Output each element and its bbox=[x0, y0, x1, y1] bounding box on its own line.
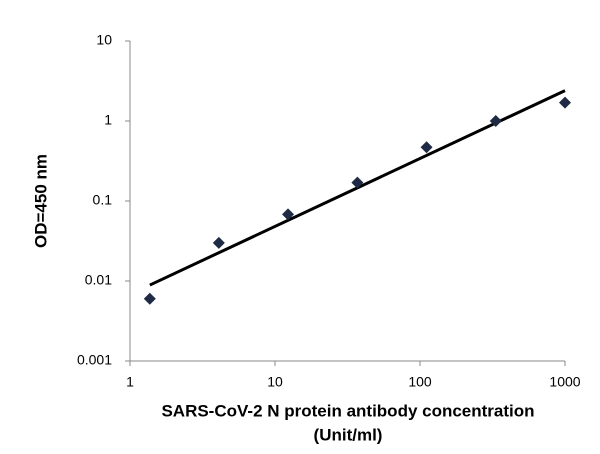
x-axis-label: SARS-CoV-2 N protein antibody concentrat… bbox=[161, 401, 534, 420]
y-tick-label: 0.1 bbox=[93, 192, 113, 208]
y-axis-label: OD=450 nm bbox=[31, 154, 50, 248]
y-tick-label: 0.001 bbox=[77, 352, 112, 368]
x-tick-label: 1 bbox=[126, 374, 134, 390]
y-tick-label: 10 bbox=[96, 32, 112, 48]
x-tick-label: 10 bbox=[267, 374, 283, 390]
data-point bbox=[420, 141, 433, 154]
y-tick-label: 1 bbox=[104, 112, 112, 128]
y-tick-label: 0.01 bbox=[85, 272, 112, 288]
data-point bbox=[143, 292, 156, 305]
data-point bbox=[212, 236, 225, 249]
x-tick-label: 1000 bbox=[549, 374, 580, 390]
data-point bbox=[282, 208, 295, 221]
data-point bbox=[489, 115, 502, 127]
x-axis-label: (Unit/ml) bbox=[314, 425, 383, 444]
data-point bbox=[351, 176, 364, 189]
x-tick-label: 100 bbox=[408, 374, 432, 390]
data-point bbox=[559, 96, 571, 109]
